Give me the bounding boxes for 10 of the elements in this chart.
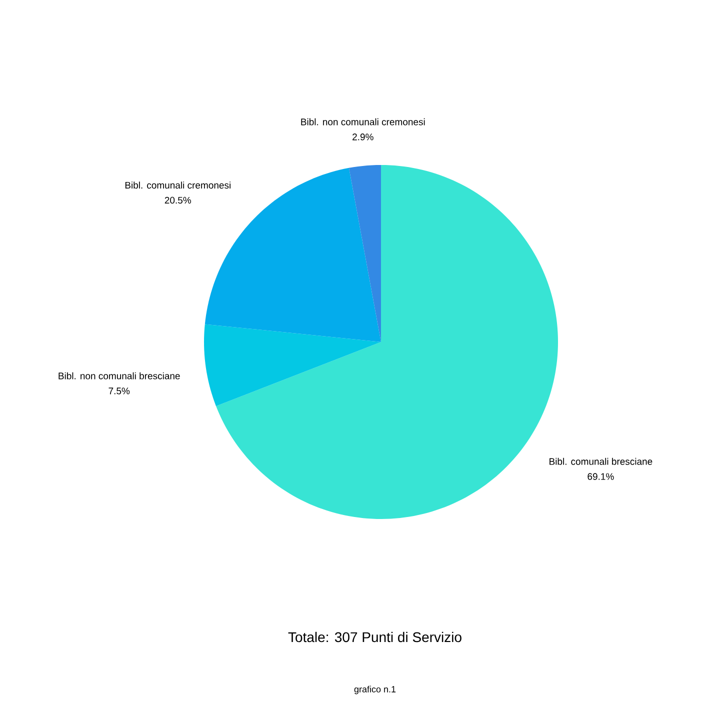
text: Totale: 307 Punti di Servizio — [288, 632, 462, 642]
slice-label: Bibl. non comunali bresciane — [58, 372, 180, 380]
data-label: 2.9% — [352, 134, 374, 140]
data-label: 7.5% — [108, 388, 130, 394]
slice-label: Bibl. comunali cremonesi — [125, 182, 230, 189]
slice-label: Bibl. non comunali cremonesi — [301, 118, 425, 126]
slice-label: Bibl. comunali bresciane — [550, 458, 652, 465]
data-label: 20.5% — [164, 196, 192, 204]
data-label: 69.1% — [588, 473, 614, 480]
text: grafico n.1 — [354, 686, 396, 694]
